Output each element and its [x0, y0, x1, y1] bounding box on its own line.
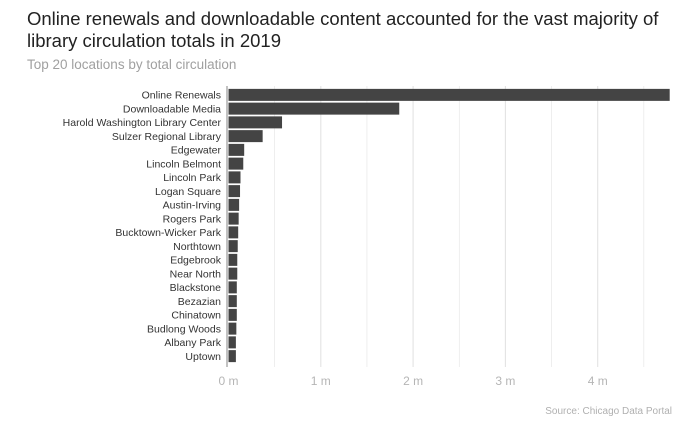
- chart-title: Online renewals and downloadable content…: [27, 8, 659, 51]
- bar: [228, 212, 239, 225]
- bar: [228, 198, 240, 211]
- gridlines: [274, 86, 645, 367]
- category-label: Austin-Irving: [163, 200, 222, 212]
- bar: [228, 322, 237, 335]
- category-label: Bezazian: [178, 296, 221, 308]
- bars: [228, 88, 670, 363]
- category-label: Near North: [170, 268, 222, 280]
- bar: [228, 171, 241, 184]
- category-label: Chinatown: [171, 310, 221, 322]
- bar: [228, 267, 238, 280]
- bar: [228, 226, 239, 239]
- category-label: Harold Washington Library Center: [63, 117, 222, 129]
- x-tick-label: 2 m: [403, 374, 423, 388]
- source-note: Source: Chicago Data Portal: [545, 406, 672, 417]
- category-label: Budlong Woods: [147, 323, 221, 335]
- bar: [228, 281, 237, 294]
- bar: [228, 350, 236, 363]
- category-label: Edgewater: [171, 145, 222, 157]
- category-label: Albany Park: [164, 337, 221, 349]
- category-label: Logan Square: [155, 186, 221, 198]
- x-tick-label: 1 m: [311, 374, 331, 388]
- category-label: Edgebrook: [170, 255, 222, 267]
- category-label: Online Renewals: [142, 90, 221, 102]
- bar: [228, 88, 670, 101]
- x-axis-ticks: 0 m 1 m 2 m 3 m 4 m: [218, 374, 607, 388]
- x-tick-label: 4 m: [588, 374, 608, 388]
- category-label: Northtown: [173, 241, 221, 253]
- category-label: Rogers Park: [163, 213, 222, 225]
- bar: [228, 336, 236, 349]
- bar: [228, 116, 283, 129]
- bar: [228, 102, 400, 115]
- bar: [228, 157, 244, 170]
- bar: [228, 240, 238, 253]
- bar: [228, 253, 238, 266]
- category-label: Bucktown-Wicker Park: [115, 227, 221, 239]
- category-label: Blackstone: [170, 282, 222, 294]
- bar: [228, 295, 237, 308]
- x-tick-label: 0 m: [218, 374, 238, 388]
- category-label: Lincoln Belmont: [146, 158, 221, 170]
- bar: [228, 185, 241, 198]
- category-label: Sulzer Regional Library: [112, 131, 222, 143]
- bar: [228, 130, 263, 143]
- category-label: Lincoln Park: [163, 172, 222, 184]
- x-tick-label: 3 m: [495, 374, 515, 388]
- category-label: Downloadable Media: [123, 103, 221, 115]
- bar: [228, 143, 245, 156]
- chart-subtitle: Top 20 locations by total circulation: [27, 57, 237, 72]
- category-label: Uptown: [185, 351, 221, 363]
- bar: [228, 308, 237, 321]
